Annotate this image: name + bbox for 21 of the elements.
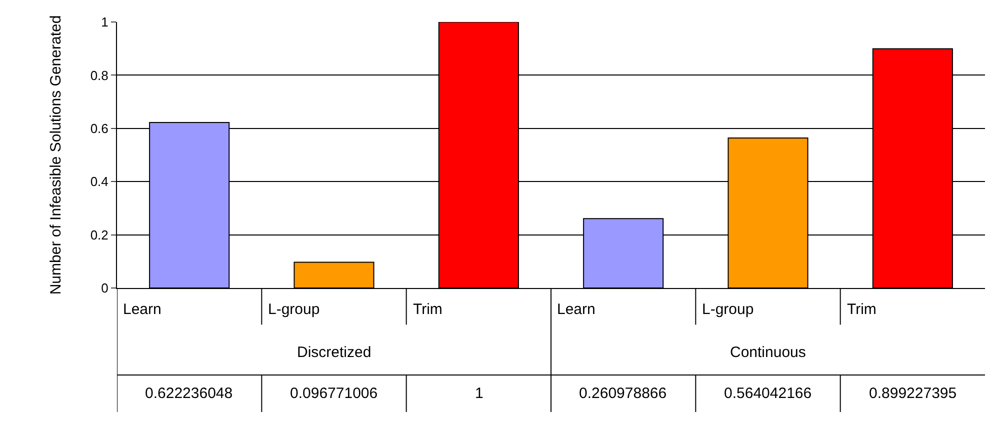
- data-label: 0.899227395: [869, 385, 957, 402]
- y-axis-title: Number of Infeasible Solutions Generated: [48, 15, 65, 295]
- y-tick-label: 1: [101, 14, 108, 30]
- y-tick-label: 0.8: [90, 68, 108, 83]
- y-tick-label: 0.4: [90, 174, 108, 190]
- data-label: 0.260978866: [579, 385, 667, 402]
- text: Continuous: [730, 344, 806, 361]
- y-tick-label: 0.6: [90, 120, 108, 136]
- data-label: 0.622236048: [145, 385, 233, 402]
- data-label: 0.096771006: [290, 385, 378, 402]
- x-tick-label: Learn: [123, 301, 162, 318]
- y-tick-label: 0: [101, 280, 108, 296]
- y-tick-label: 0.2: [90, 227, 108, 242]
- x-tick-label: L-group: [702, 301, 754, 318]
- x-tick-label: Trim: [847, 301, 876, 318]
- x-tick-label: L-group: [268, 301, 320, 318]
- data-label: 1: [475, 385, 484, 402]
- x-tick-label: Learn: [557, 301, 596, 318]
- text: Discretized: [297, 344, 372, 361]
- data-label: 0.564042166: [724, 385, 812, 402]
- x-tick-label: Trim: [413, 301, 442, 318]
